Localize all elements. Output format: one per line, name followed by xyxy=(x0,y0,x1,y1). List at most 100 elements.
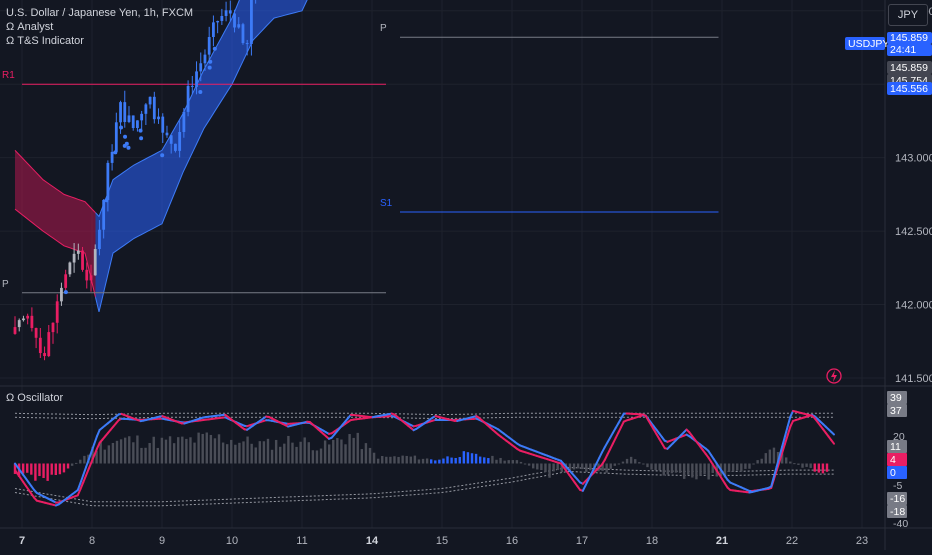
histogram-bar xyxy=(185,439,187,464)
price-tick-label: 142.000 xyxy=(895,300,932,312)
histogram-bar xyxy=(463,451,465,463)
histogram-bar xyxy=(785,457,787,463)
histogram-bar xyxy=(634,459,636,463)
candle-body xyxy=(81,251,84,270)
histogram-bar xyxy=(483,457,485,463)
signal-dot xyxy=(123,135,127,139)
histogram-bar xyxy=(528,464,530,466)
histogram-bar xyxy=(605,464,607,473)
histogram-bar xyxy=(422,459,424,464)
histogram-bar xyxy=(450,458,452,464)
histogram-bar xyxy=(430,459,432,463)
histogram-bar xyxy=(116,441,118,464)
histogram-bar xyxy=(148,443,150,463)
histogram-bar xyxy=(454,458,456,464)
histogram-bar xyxy=(234,445,236,464)
histogram-bar xyxy=(581,464,583,470)
histogram-bar xyxy=(434,460,436,463)
histogram-bar xyxy=(320,449,322,464)
histogram-bar xyxy=(756,460,758,463)
histogram-bar xyxy=(59,464,61,475)
time-tick-label: 17 xyxy=(576,535,588,547)
signal-dot xyxy=(64,290,68,294)
oscillator-fast xyxy=(89,452,92,460)
signal-dot xyxy=(126,146,130,150)
indicator-analyst[interactable]: Ω Analyst xyxy=(6,20,193,34)
histogram-bar xyxy=(687,464,689,475)
candle-body xyxy=(111,152,114,163)
histogram-bar xyxy=(406,456,408,464)
histogram-bar xyxy=(548,464,550,478)
histogram-bar xyxy=(291,443,293,464)
histogram-bar xyxy=(161,438,163,464)
histogram-bar xyxy=(508,460,510,463)
time-tick-label: 16 xyxy=(506,535,518,547)
histogram-bar xyxy=(255,447,257,463)
candle-body xyxy=(144,104,147,113)
histogram-bar xyxy=(259,441,261,463)
indicator-ts[interactable]: Ω T&S Indicator xyxy=(6,34,193,48)
histogram-bar xyxy=(442,459,444,464)
price-badge-text: 145.556 xyxy=(890,83,928,95)
histogram-bar xyxy=(173,443,175,463)
histogram-bar xyxy=(295,447,297,464)
histogram-bar xyxy=(210,435,212,464)
oscillator-title[interactable]: Ω Oscillator xyxy=(6,392,63,404)
price-tick-label: 141.500 xyxy=(895,373,932,385)
candle-body xyxy=(204,55,207,64)
histogram-bar xyxy=(659,464,661,471)
histogram-bar xyxy=(397,457,399,464)
histogram-bar xyxy=(703,464,705,475)
histogram-bar xyxy=(385,457,387,464)
osc-badge-text: -18 xyxy=(890,506,905,518)
histogram-bar xyxy=(393,456,395,463)
histogram-bar xyxy=(695,464,697,480)
time-tick-label: 14 xyxy=(366,535,379,547)
histogram-bar xyxy=(83,456,85,464)
histogram-bar xyxy=(275,440,277,464)
histogram-bar xyxy=(63,464,65,473)
candle-body xyxy=(216,21,219,22)
histogram-bar xyxy=(140,448,142,464)
oscillator-fast xyxy=(94,436,97,444)
histogram-bar xyxy=(446,456,448,463)
candle-body xyxy=(187,86,190,112)
signal-dot xyxy=(123,144,127,148)
histogram-bar xyxy=(55,464,57,476)
time-tick-label: 7 xyxy=(19,535,25,547)
histogram-bar xyxy=(201,434,203,464)
candle-body xyxy=(22,318,25,320)
histogram-bar xyxy=(467,452,469,463)
histogram-bar xyxy=(691,464,693,478)
candle-body xyxy=(14,327,17,334)
time-tick-label: 11 xyxy=(296,535,307,547)
signal-dot xyxy=(208,60,212,64)
histogram-bar xyxy=(283,444,285,464)
signal-dot xyxy=(208,66,212,70)
histogram-bar xyxy=(736,464,738,471)
histogram-bar xyxy=(42,464,44,478)
histogram-bar xyxy=(365,443,367,463)
histogram-bar xyxy=(165,440,167,464)
histogram-bar xyxy=(487,458,489,463)
histogram-bar xyxy=(573,464,575,470)
candle-body xyxy=(56,301,59,322)
histogram-bar xyxy=(144,448,146,464)
histogram-bar xyxy=(642,464,644,465)
candle-body xyxy=(39,338,42,353)
histogram-bar xyxy=(401,456,403,464)
histogram-bar xyxy=(218,434,220,463)
candle-body xyxy=(90,275,93,280)
histogram-bar xyxy=(540,464,542,471)
histogram-bar xyxy=(46,464,48,481)
currency-badge[interactable]: JPY xyxy=(888,4,928,26)
candle-body xyxy=(242,24,245,43)
candle-body xyxy=(195,71,198,87)
price-badge-text: 145.859 xyxy=(890,62,928,74)
histogram-bar xyxy=(132,442,134,463)
price-tick-label: 142.500 xyxy=(895,226,932,238)
histogram-bar xyxy=(230,440,232,464)
envelope-lower xyxy=(15,472,834,506)
histogram-bar xyxy=(585,464,587,472)
